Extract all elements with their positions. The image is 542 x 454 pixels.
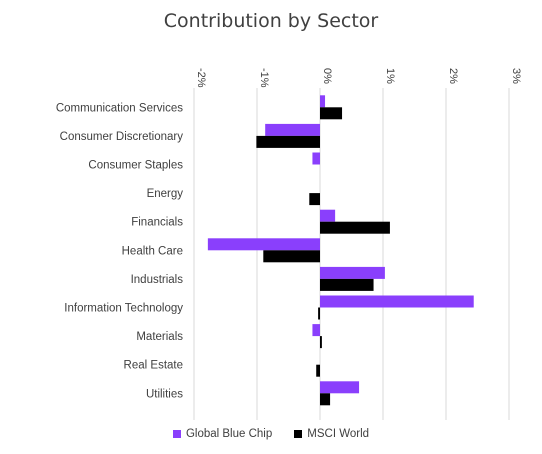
- category-label: Information Technology: [64, 303, 183, 315]
- bar-msci-world: [320, 336, 322, 349]
- bar-msci-world: [320, 221, 390, 234]
- x-tick-label: -2%: [195, 68, 207, 88]
- x-tick-label: 2%: [447, 68, 459, 84]
- category-label: Utilities: [146, 388, 183, 400]
- legend-label-msci-world: MSCI World: [307, 428, 370, 440]
- bar-msci-world: [320, 393, 331, 406]
- bar-global-blue-chip: [320, 266, 385, 279]
- x-tick-label: 1%: [384, 68, 396, 84]
- bar-msci-world: [320, 278, 374, 291]
- category-label: Consumer Discretionary: [60, 131, 184, 143]
- category-label: Real Estate: [124, 360, 183, 372]
- category-label: Communication Services: [56, 102, 183, 114]
- category-label: Financials: [131, 217, 183, 229]
- category-label: Consumer Staples: [88, 160, 183, 172]
- chart-title: Contribution by Sector: [163, 10, 379, 32]
- bar-global-blue-chip: [312, 324, 320, 337]
- bar-global-blue-chip: [207, 238, 320, 251]
- bar-global-blue-chip: [320, 209, 336, 222]
- x-tick-label: -1%: [258, 68, 270, 88]
- x-tick-label: 3%: [510, 68, 522, 84]
- category-label: Health Care: [122, 245, 183, 257]
- bar-global-blue-chip: [320, 295, 474, 308]
- category-label: Industrials: [131, 274, 184, 286]
- bar-global-blue-chip: [312, 152, 320, 165]
- bar-msci-world: [263, 250, 320, 263]
- bar-msci-world: [256, 135, 320, 148]
- legend-item-global-blue-chip: Global Blue Chip: [172, 428, 273, 440]
- bar-global-blue-chip: [320, 381, 360, 394]
- bar-msci-world: [316, 364, 320, 377]
- bar-msci-world: [309, 193, 320, 206]
- legend: Global Blue Chip MSCI World: [0, 428, 542, 440]
- category-label: Energy: [147, 188, 184, 200]
- legend-item-msci-world: MSCI World: [294, 428, 369, 440]
- bar-msci-world: [320, 107, 343, 120]
- bar-chart: -2% -1% 0% 1% 2% 3% Communication Services Cons…: [56, 68, 522, 420]
- legend-swatch-msci-world: [294, 430, 303, 438]
- x-tick-label: 0%: [321, 68, 333, 84]
- bar-global-blue-chip: [265, 123, 320, 136]
- legend-label-global-blue-chip: Global Blue Chip: [185, 428, 273, 440]
- bar-global-blue-chip: [320, 95, 326, 108]
- legend-swatch-global-blue-chip: [172, 430, 181, 438]
- bar-msci-world: [318, 307, 320, 320]
- category-label: Materials: [136, 331, 183, 343]
